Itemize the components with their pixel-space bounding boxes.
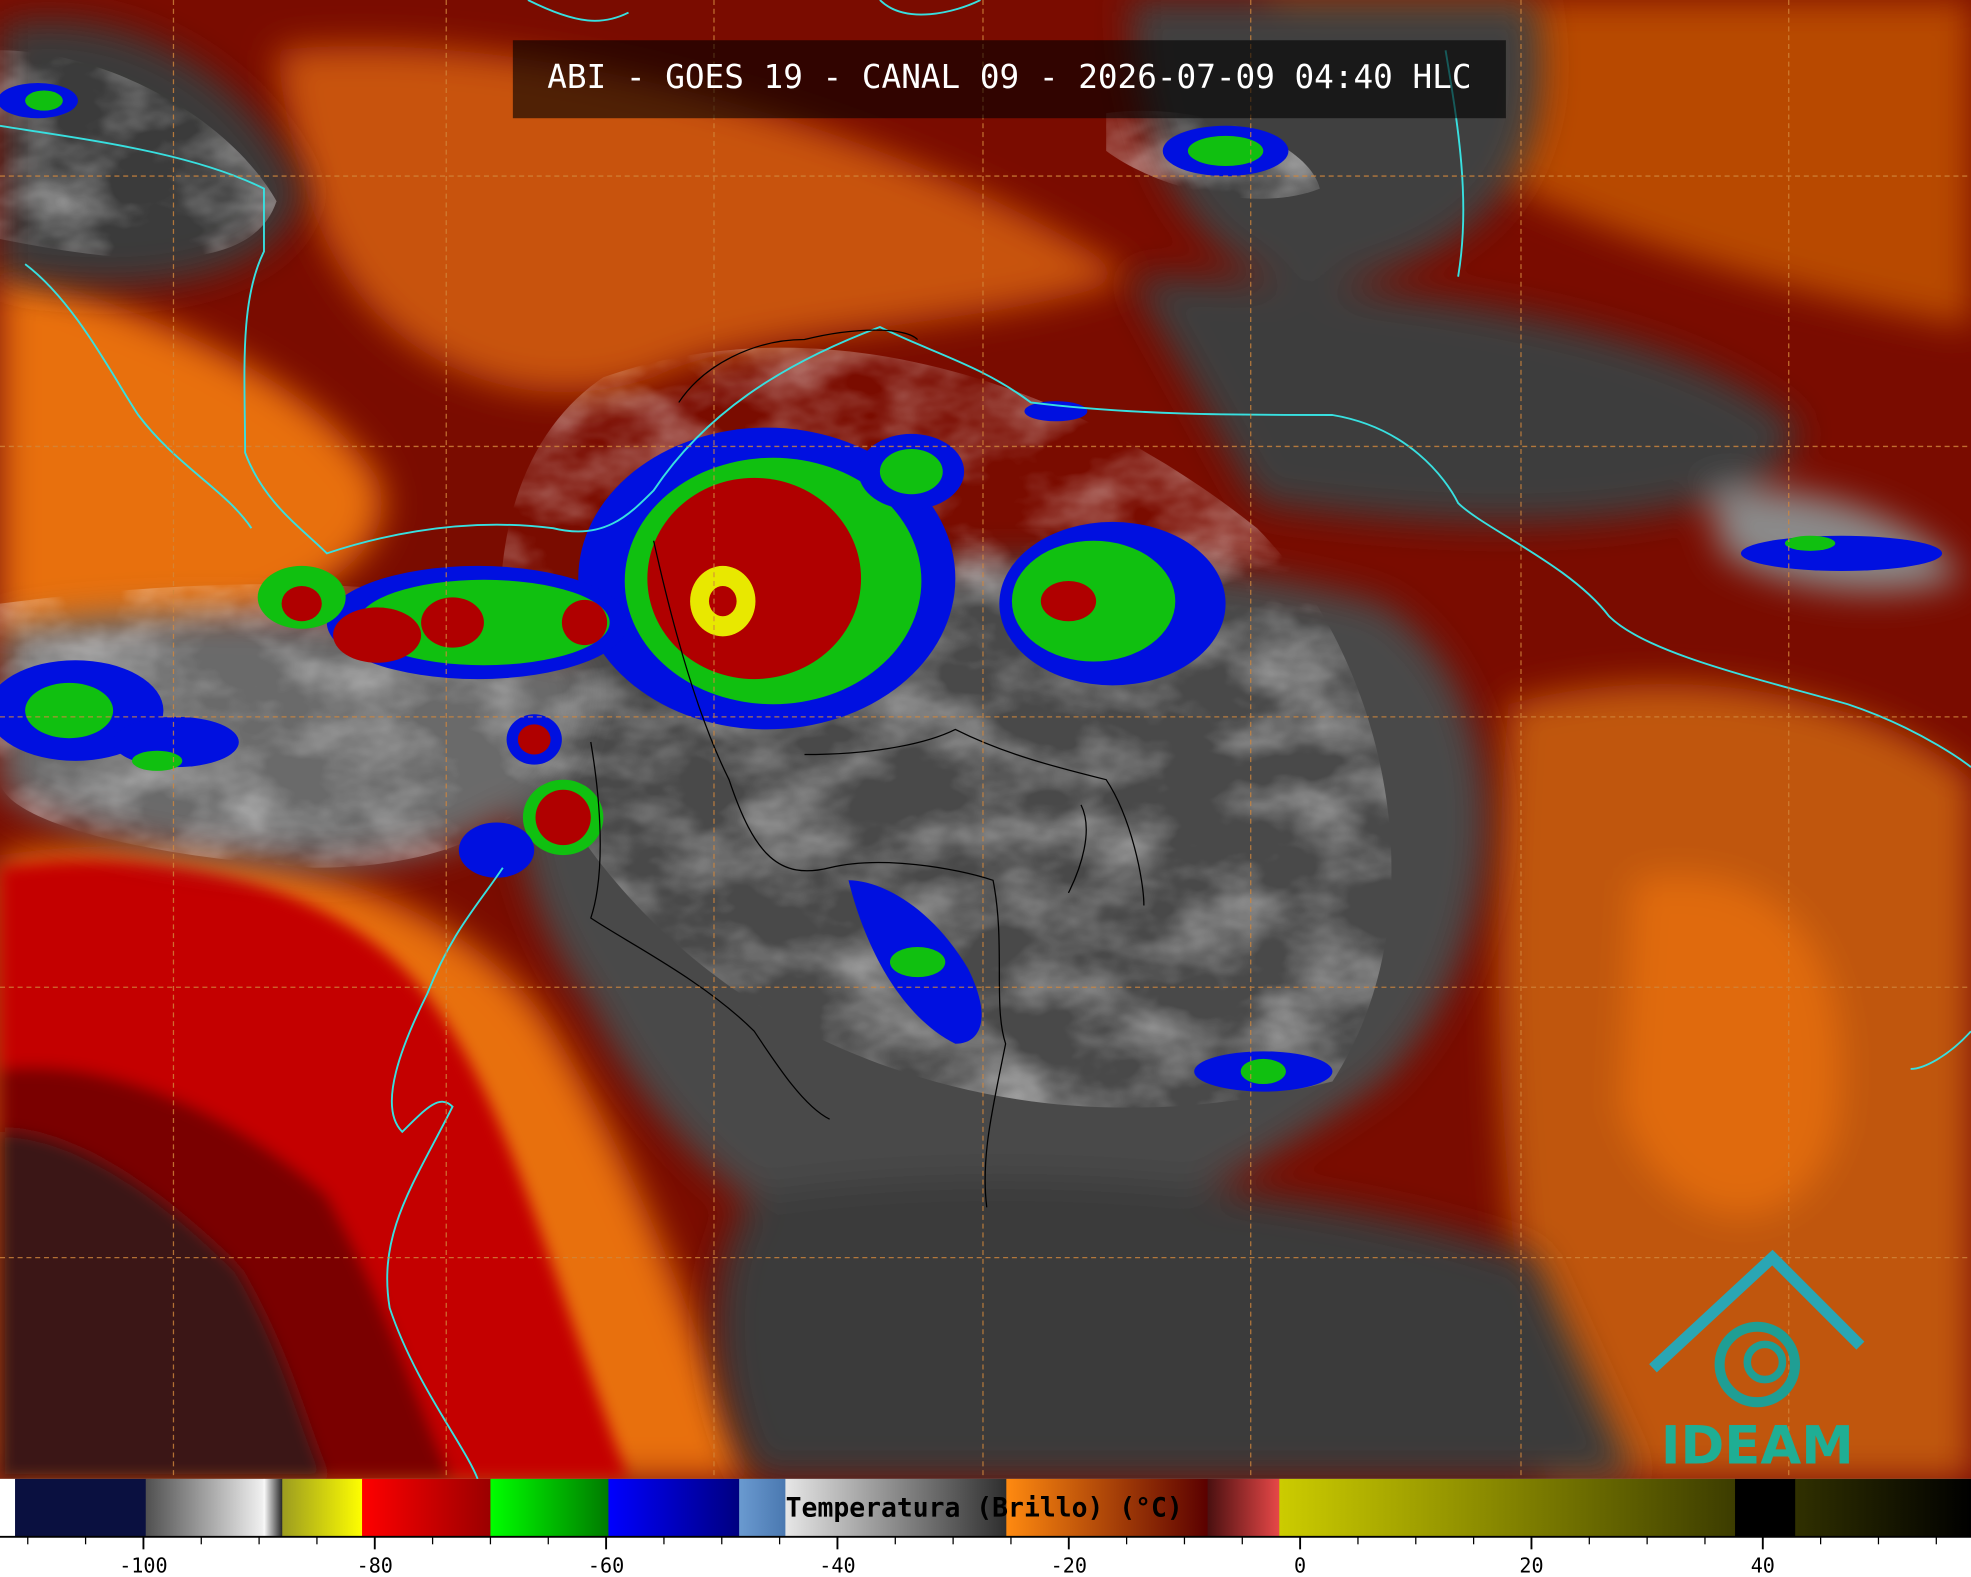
- convective-cells: [0, 83, 1943, 1092]
- colorbar: [0, 1478, 1971, 1537]
- colorbar-segment: [263, 1478, 283, 1537]
- colorbar-segment: [1735, 1478, 1796, 1537]
- tick-label: -40: [819, 1553, 855, 1577]
- colorbar-segment: [1795, 1478, 1971, 1537]
- colorbar-segment: [145, 1478, 265, 1537]
- colorbar-segment: [282, 1478, 363, 1537]
- tick-label: -60: [588, 1553, 624, 1577]
- coastlines: [0, 0, 1971, 1480]
- colorbar-segment: [785, 1478, 1007, 1537]
- title-box: [512, 40, 1506, 119]
- colorbar-segment: [15, 1478, 147, 1537]
- logo-text: IDEAM: [1661, 1415, 1854, 1476]
- tick-label: -80: [357, 1553, 393, 1577]
- tick-label: 0: [1294, 1553, 1306, 1577]
- colorbar-segment: [1279, 1478, 1736, 1537]
- colorbar-segment: [739, 1478, 787, 1537]
- colorbar-segment: [490, 1478, 610, 1537]
- logo: IDEAM: [1649, 1249, 1865, 1476]
- imagery: [0, 0, 1971, 1480]
- colorbar-segment: [1207, 1478, 1280, 1537]
- title: ABI - GOES 19 - CANAL 09 - 2026-07-09 04…: [547, 58, 1471, 96]
- colorbar-segment: [1006, 1478, 1209, 1537]
- red-region: [0, 860, 629, 1479]
- tick-label: 40: [1751, 1553, 1775, 1577]
- colorbar-ticks: -100 -80 -60 -40 -20 0 20 40: [27, 1536, 1937, 1577]
- colorbar-segment: [0, 1478, 16, 1537]
- colorbar-segment: [608, 1478, 740, 1537]
- colorbar-segment: [362, 1478, 492, 1537]
- tick-label: -100: [119, 1553, 167, 1577]
- tick-label: -20: [1051, 1553, 1087, 1577]
- colorbar-label: Temperatura (Brillo) (°C): [786, 1493, 1183, 1524]
- tick-label: 20: [1519, 1553, 1543, 1577]
